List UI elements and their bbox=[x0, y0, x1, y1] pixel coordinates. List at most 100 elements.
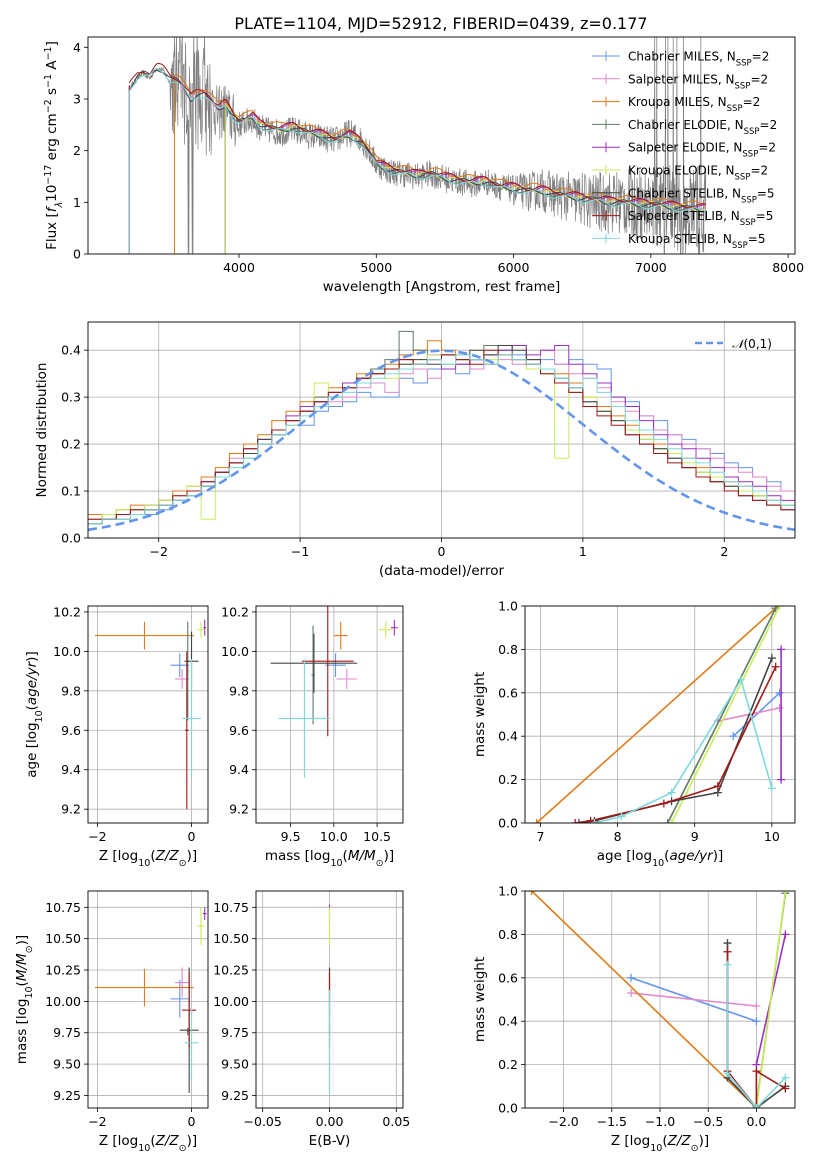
y-tick-label: 9.50 bbox=[221, 1057, 249, 1072]
axes-frame bbox=[255, 605, 404, 824]
mass-weight-point-salpeter-miles bbox=[752, 1002, 761, 1011]
mass-weight-point-kroupa-miles bbox=[527, 891, 536, 895]
model-line-salpeter-stelib bbox=[128, 62, 706, 209]
mass-weight-point-chabrier-stelib bbox=[767, 654, 776, 663]
y-tick-label: 0.4 bbox=[498, 729, 518, 744]
label-part: ⊙ bbox=[179, 858, 187, 869]
x-tick-label: −1.5 bbox=[597, 1114, 627, 1129]
axes-frame bbox=[87, 605, 209, 824]
y-tick-label: 10.00 bbox=[45, 994, 81, 1009]
y-tick-label: 10.00 bbox=[213, 994, 249, 1009]
label-part: )] bbox=[187, 1133, 198, 1149]
label-part: =2 bbox=[750, 164, 768, 178]
mass-weight-point-chabrier-stelib bbox=[575, 819, 583, 823]
y-tick-label: 0.8 bbox=[498, 642, 518, 657]
x-axis-label: Z [log10(Z/Z⊙)] bbox=[611, 1133, 709, 1154]
label-part: ] bbox=[44, 41, 60, 46]
label-part: SSP bbox=[744, 127, 760, 137]
mass-weight-line-salpeter-miles bbox=[631, 992, 757, 1007]
y-tick-label: 0.2 bbox=[61, 437, 81, 452]
mass-weight-point-kroupa-stelib bbox=[667, 788, 676, 797]
y-axis-label: mass [log10(M/M⊙)] bbox=[14, 935, 35, 1064]
mass-weight-point-chabrier-miles bbox=[627, 973, 636, 982]
mass-weight-point-kroupa-elodie bbox=[667, 819, 676, 823]
x-axis-label: age [log10(age/yr)] bbox=[597, 848, 723, 869]
label-part: ⊙ bbox=[24, 945, 35, 953]
label-part: Salpeter MILES, N bbox=[628, 72, 735, 86]
label-part: Salpeter ELODIE, N bbox=[628, 141, 742, 155]
histogram-chabrier-stelib bbox=[88, 345, 795, 525]
mass-weight-point-salpeter-stelib bbox=[586, 816, 595, 823]
mass-weight-point-salpeter-elodie bbox=[777, 775, 786, 784]
plot-area bbox=[527, 891, 790, 1108]
legend-label-salpeter-elodie: Salpeter ELODIE, NSSP=2 bbox=[628, 141, 776, 160]
label-part: SSP bbox=[727, 104, 743, 114]
mass-weight-line-chabrier-elodie bbox=[666, 607, 777, 823]
histogram-chabrier-elodie bbox=[88, 330, 795, 525]
label-part: Kroupa ELODIE, N bbox=[628, 164, 735, 178]
y-tick-label: 9.75 bbox=[221, 1025, 249, 1040]
x-axis-label: mass [log10(M/M⊙)] bbox=[265, 848, 394, 869]
label-part: Chabrier MILES, N bbox=[628, 50, 736, 64]
label-part: SSP bbox=[740, 218, 756, 228]
label-part: SSP bbox=[735, 81, 751, 91]
label-part: ( bbox=[343, 848, 348, 864]
histogram-salpeter-elodie bbox=[88, 345, 795, 520]
x-tick-label: 10 bbox=[764, 829, 780, 844]
mass-weight-point-kroupa-elodie bbox=[781, 891, 790, 895]
y-tick-label: 0.0 bbox=[498, 816, 518, 831]
label-part: M/M bbox=[14, 953, 30, 981]
model-line-salpeter-miles bbox=[174, 76, 706, 211]
label-part: 10 bbox=[138, 858, 150, 869]
label-part: )] bbox=[699, 1133, 710, 1149]
label-part: ⊙ bbox=[691, 1143, 699, 1154]
x-axis-label: E(B-V) bbox=[309, 1133, 351, 1149]
y-tick-label: 0.4 bbox=[61, 343, 81, 358]
y-tick-label: 0.3 bbox=[61, 390, 81, 405]
label-part: ( bbox=[150, 1133, 155, 1149]
label-part: s bbox=[44, 88, 60, 99]
y-tick-label: 0.4 bbox=[498, 1014, 518, 1029]
y-axis-label: mass weight bbox=[472, 957, 488, 1042]
label-part: age/yr bbox=[669, 848, 714, 864]
figure-title: PLATE=1104, MJD=52912, FIBERID=0439, z=0… bbox=[234, 14, 647, 33]
y-axis-label: Flux [fλ10−17 erg cm−2 s−1 A−1] bbox=[43, 41, 65, 250]
x-tick-label: 7 bbox=[536, 829, 544, 844]
x-axis-label: Z [log10(Z/Z⊙)] bbox=[99, 1133, 197, 1154]
plot-area bbox=[532, 606, 786, 823]
x-tick-label: 10.0 bbox=[320, 829, 348, 844]
y-tick-label: 0.6 bbox=[498, 685, 518, 700]
observed-spectrum-line bbox=[128, 37, 707, 254]
mass-weight-point-salpeter-stelib bbox=[781, 1084, 790, 1093]
x-tick-label: 0.05 bbox=[382, 1114, 410, 1129]
y-tick-label: 10.2 bbox=[221, 604, 249, 619]
plot-area bbox=[95, 619, 207, 810]
histogram-kroupa-stelib bbox=[88, 354, 795, 525]
legend-label-kroupa-stelib: Kroupa STELIB, NSSP=5 bbox=[628, 232, 766, 251]
label-part: =2 bbox=[743, 95, 761, 109]
mass-weight-point-salpeter-elodie bbox=[781, 930, 790, 939]
label-part: )] bbox=[713, 848, 724, 864]
mass-weight-point-chabrier-stelib bbox=[723, 939, 732, 948]
label-part: )] bbox=[14, 935, 30, 946]
label-part: 10 bbox=[330, 858, 342, 869]
label-part: SSP bbox=[735, 173, 751, 183]
label-part: ( bbox=[664, 848, 669, 864]
label-part: Z/Z bbox=[667, 1133, 692, 1149]
label-part: (0,1) bbox=[744, 337, 772, 351]
label-part: 10 bbox=[650, 1143, 662, 1154]
mass-weight-point-salpeter-stelib bbox=[659, 799, 668, 808]
x-axis-label: wavelength [Angstrom, rest frame] bbox=[323, 279, 561, 295]
y-tick-label: 9.25 bbox=[221, 1088, 249, 1103]
label-part: f bbox=[44, 205, 60, 212]
mass-weight-line-chabrier-miles bbox=[732, 692, 781, 737]
y-tick-label: 0.2 bbox=[498, 772, 518, 787]
legend-label-chabrier-elodie: Chabrier ELODIE, NSSP=2 bbox=[628, 118, 777, 137]
label-part: Kroupa MILES, N bbox=[628, 95, 727, 109]
label-part: Z/Z bbox=[155, 848, 180, 864]
mass-weight-point-salpeter-stelib bbox=[752, 1067, 761, 1076]
label-part: ( bbox=[14, 981, 30, 986]
y-tick-label: 9.75 bbox=[53, 1025, 81, 1040]
mass-weight-point-kroupa-stelib bbox=[617, 812, 626, 821]
